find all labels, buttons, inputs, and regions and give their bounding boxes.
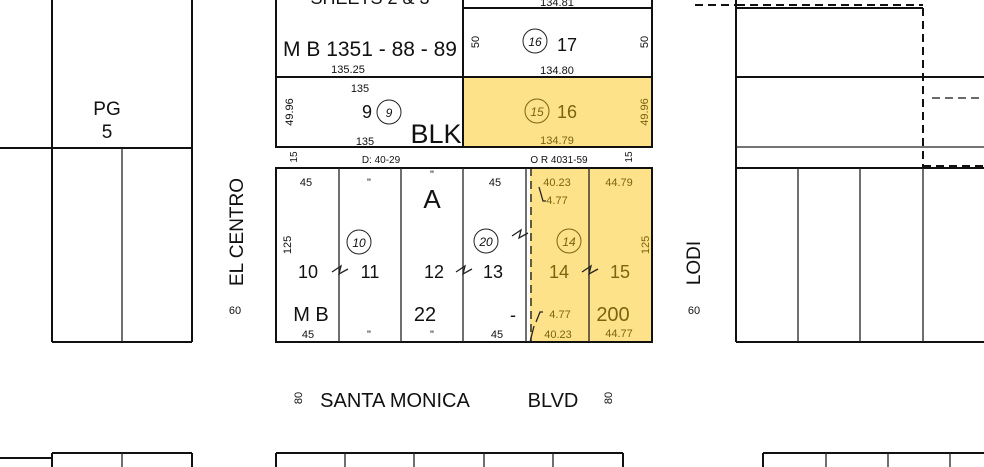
lot-number: 12 [424, 262, 444, 282]
lot-number: 16 [557, 102, 577, 122]
lower-block: 45 " " A 45 40.23 4.77 44.79 125 125 10 … [275, 167, 653, 343]
upper-block: SHEETS 2 & 3 134.81 M B 1351 - 88 - 89 1… [275, 0, 653, 149]
dim: 44.77 [605, 328, 633, 340]
parcel-14-15-highlight[interactable] [530, 168, 652, 342]
dim: 4.77 [549, 309, 570, 321]
pg-number: 5 [102, 122, 113, 143]
street-lodi: LODI [684, 241, 705, 285]
dim: 40.23 [543, 177, 571, 189]
block-letter: A [423, 184, 441, 214]
map-book-ref: M B 1351 - 88 - 89 [283, 38, 457, 61]
map-book-dash: - [510, 305, 516, 325]
dim: 45 [491, 329, 503, 341]
lot-number: 9 [362, 102, 372, 122]
parcel-15-highlight[interactable] [463, 77, 652, 147]
street-width: 80 [603, 392, 615, 404]
street-width: 60 [229, 305, 241, 317]
alley-width: 15 [624, 151, 635, 163]
lot-number: 14 [549, 262, 569, 282]
pg-label: PG [93, 99, 120, 120]
dim: 135.25 [331, 64, 365, 76]
left-block: PG 5 [0, 0, 193, 343]
dim: " [367, 329, 371, 341]
dim: " [430, 169, 434, 181]
right-block [695, 0, 984, 343]
lot-number: 10 [298, 262, 318, 282]
dim: 50 [470, 36, 482, 48]
street-blvd: BLVD [528, 390, 579, 412]
lot-number: 15 [610, 262, 630, 282]
block-label: BLK [410, 119, 461, 149]
dim: " [430, 329, 434, 341]
street-width: 80 [293, 392, 305, 404]
dim: 4.77 [546, 195, 567, 207]
street-width: 60 [688, 305, 700, 317]
dim: 40.23 [544, 329, 572, 341]
parcel-number: 20 [478, 235, 493, 249]
dim: 135 [356, 136, 374, 148]
sheets-note: SHEETS 2 & 3 [310, 0, 429, 8]
dim: 44.79 [605, 177, 633, 189]
dim: 45 [300, 177, 312, 189]
lot-depth: 125 [640, 236, 652, 254]
map-book-number: 22 [414, 304, 436, 326]
parcel-number: 16 [528, 35, 542, 49]
deed-ref: D: 40-29 [362, 155, 401, 166]
dim: 134.79 [540, 135, 574, 147]
lot-number: 17 [557, 35, 577, 55]
parcel-number: 9 [386, 106, 393, 120]
dim: 134.81 [540, 0, 574, 9]
dim: 45 [489, 177, 501, 189]
alley-width: 15 [289, 151, 300, 163]
parcel-number: 14 [562, 235, 576, 249]
south-blocks [0, 452, 984, 467]
dim: 134.80 [540, 65, 574, 77]
street-santa-monica: SANTA MONICA [320, 390, 470, 412]
street-el-centro: EL CENTRO [227, 178, 248, 286]
lot-label-200: 200 [596, 304, 629, 326]
lot-depth: 125 [282, 236, 294, 254]
dim: 135 [351, 83, 369, 95]
dim: 49.96 [284, 98, 296, 126]
or-ref: O R 4031-59 [530, 155, 588, 166]
dim: 49.96 [639, 98, 651, 126]
map-book-label: M B [293, 304, 329, 326]
parcel-number: 10 [352, 236, 366, 250]
alley: 15 D: 40-29 O R 4031-59 15 [289, 151, 635, 166]
dim: 45 [302, 329, 314, 341]
lot-number: 11 [361, 262, 380, 282]
parcel-number: 15 [530, 105, 544, 119]
dim: " [367, 177, 371, 189]
dim: 50 [639, 36, 651, 48]
lot-number: 13 [483, 262, 503, 282]
